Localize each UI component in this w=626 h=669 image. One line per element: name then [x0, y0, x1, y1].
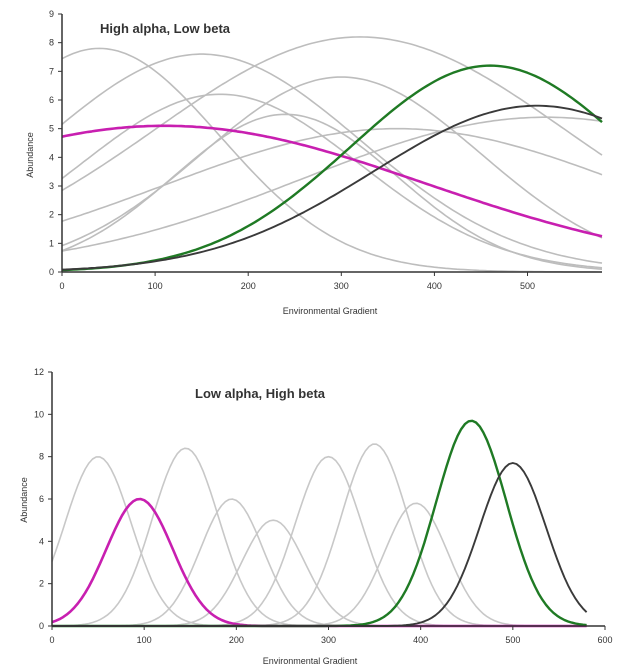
series-line-gray-4 — [52, 455, 587, 627]
series-line-gray-0 — [61, 47, 602, 273]
y-tick-label: 4 — [39, 536, 44, 546]
series-line-magenta-7 — [51, 497, 587, 628]
series-line-green-8 — [52, 419, 587, 628]
y-tick-label: 12 — [34, 367, 44, 377]
y-axis-label: Abundance — [25, 132, 35, 178]
series-line-gray-1 — [61, 53, 603, 264]
y-ticks: 0 2 4 6 8 10 12 — [34, 367, 52, 631]
y-tick-label: 4 — [49, 152, 54, 162]
y-tick-label: 9 — [49, 9, 54, 19]
series-line-gray-5 — [61, 113, 603, 270]
series-line-gray-0 — [51, 456, 587, 627]
series-line-gray-7 — [61, 116, 603, 252]
series-line-gray-3 — [52, 519, 587, 627]
x-tick-label: 300 — [321, 635, 336, 645]
series-line-gray-1 — [52, 447, 587, 627]
y-tick-label: 10 — [34, 409, 44, 419]
x-tick-label: 100 — [148, 281, 163, 291]
x-axis-label: Environmental Gradient — [283, 306, 378, 316]
series-line-gray-6 — [61, 127, 603, 222]
chart-title: High alpha, Low beta — [100, 21, 231, 36]
x-tick-label: 100 — [137, 635, 152, 645]
y-tick-label: 6 — [49, 95, 54, 105]
series-line-gray-5 — [52, 443, 587, 627]
series-line-gray-2 — [61, 93, 603, 269]
x-tick-label: 0 — [59, 281, 64, 291]
series-group — [51, 419, 588, 628]
x-ticks: 0 100 200 300 400 500 600 — [49, 626, 613, 645]
x-tick-label: 400 — [427, 281, 442, 291]
series-line-magenta-8 — [61, 124, 603, 238]
y-tick-label: 0 — [49, 267, 54, 277]
x-tick-label: 200 — [241, 281, 256, 291]
y-tick-label: 6 — [39, 494, 44, 504]
x-ticks: 0 100 200 300 400 500 — [59, 272, 535, 291]
x-tick-label: 200 — [229, 635, 244, 645]
y-tick-label: 2 — [49, 210, 54, 220]
y-tick-label: 5 — [49, 124, 54, 134]
chart-high-alpha-low-beta: High alpha, Low beta Environmental Gradi… — [25, 9, 603, 316]
y-tick-label: 1 — [49, 238, 54, 248]
x-tick-label: 500 — [505, 635, 520, 645]
x-axis-label: Environmental Gradient — [263, 656, 358, 666]
y-tick-label: 8 — [39, 452, 44, 462]
x-tick-label: 0 — [49, 635, 54, 645]
y-axis-label: Abundance — [19, 477, 29, 523]
series-line-dark-9 — [52, 462, 588, 627]
y-tick-label: 7 — [49, 66, 54, 76]
series-line-gray-4 — [61, 76, 603, 247]
y-tick-label: 3 — [49, 181, 54, 191]
x-tick-label: 500 — [520, 281, 535, 291]
x-tick-label: 300 — [334, 281, 349, 291]
x-tick-label: 600 — [597, 635, 612, 645]
x-tick-label: 400 — [413, 635, 428, 645]
y-tick-label: 0 — [39, 621, 44, 631]
series-line-gray-3 — [61, 36, 603, 192]
y-tick-label: 8 — [49, 38, 54, 48]
series-line-gray-2 — [52, 498, 587, 627]
chart-title: Low alpha, High beta — [195, 386, 326, 401]
chart-low-alpha-high-beta: Low alpha, High beta Environmental Gradi… — [19, 367, 613, 666]
series-line-gray-6 — [52, 502, 587, 627]
series-group — [61, 36, 603, 273]
y-ticks: 0 1 2 3 4 5 6 7 8 9 — [49, 9, 62, 277]
series-line-dark-10 — [61, 104, 603, 271]
y-tick-label: 2 — [39, 579, 44, 589]
